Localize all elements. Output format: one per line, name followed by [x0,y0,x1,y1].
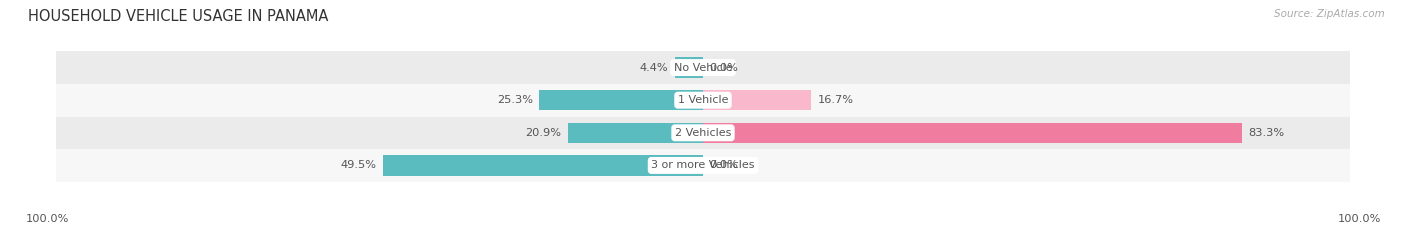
Text: Source: ZipAtlas.com: Source: ZipAtlas.com [1274,9,1385,19]
Bar [56,51,1350,84]
Bar [56,84,1350,116]
Text: 2 Vehicles: 2 Vehicles [675,128,731,138]
Bar [382,155,703,175]
Bar [703,90,811,110]
Bar [568,123,703,143]
Text: 20.9%: 20.9% [526,128,561,138]
Text: 100.0%: 100.0% [1337,214,1381,224]
Text: 3 or more Vehicles: 3 or more Vehicles [651,161,755,170]
Text: 100.0%: 100.0% [25,214,69,224]
Text: 49.5%: 49.5% [340,161,377,170]
Text: 25.3%: 25.3% [496,95,533,105]
Bar [675,58,703,78]
Bar [703,123,1241,143]
Bar [56,149,1350,182]
Bar [56,116,1350,149]
Text: 16.7%: 16.7% [817,95,853,105]
Text: 0.0%: 0.0% [710,63,738,72]
Bar [540,90,703,110]
Text: No Vehicle: No Vehicle [673,63,733,72]
Text: 4.4%: 4.4% [640,63,668,72]
Text: 83.3%: 83.3% [1249,128,1284,138]
Text: HOUSEHOLD VEHICLE USAGE IN PANAMA: HOUSEHOLD VEHICLE USAGE IN PANAMA [28,9,329,24]
Text: 1 Vehicle: 1 Vehicle [678,95,728,105]
Text: 0.0%: 0.0% [710,161,738,170]
